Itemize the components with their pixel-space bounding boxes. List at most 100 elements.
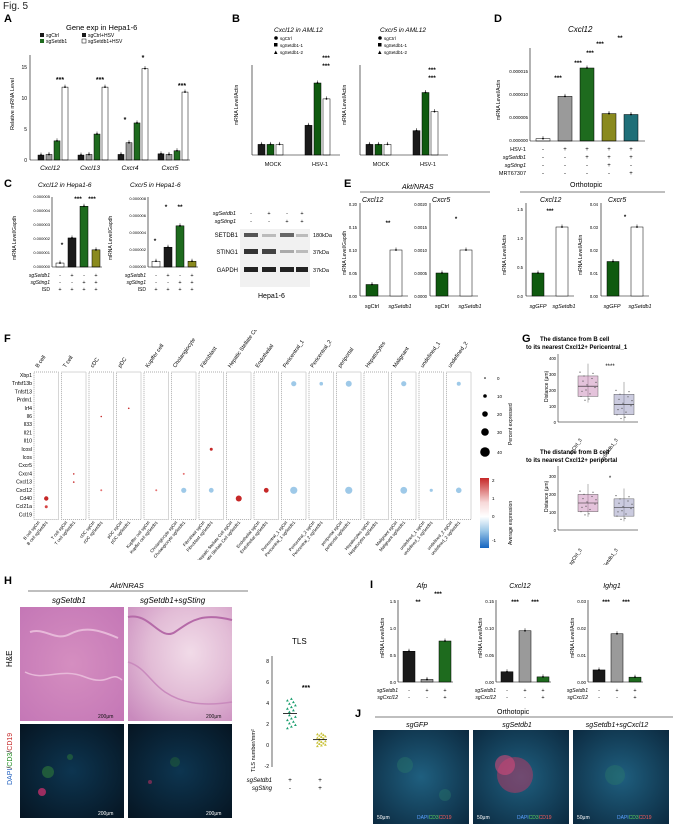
y-axis-label: mRNA Level/Actin	[380, 617, 386, 658]
expression-dot	[263, 487, 269, 493]
y-tick: -2	[265, 764, 270, 770]
legend-label: 20	[497, 412, 503, 417]
panel-j: J Orthotopic sgGFP sgSetdb1 sgSetdb1+sgC…	[355, 708, 673, 824]
significance-label: ***	[322, 63, 330, 70]
panel-f: F B cell T cell cDC pDC Kupffer cell Cholangi…	[4, 330, 514, 560]
y-tick: 0.000000	[33, 264, 50, 269]
y-axis-label: mRNA Level/Actin	[570, 617, 576, 658]
data-point	[191, 260, 193, 263]
cell-type-label: periportal	[337, 347, 355, 369]
data-point	[627, 500, 629, 502]
legend-label: sgSetdb1-2	[280, 50, 304, 55]
significance-label: ***	[428, 67, 436, 74]
condition-mark: -	[564, 163, 566, 169]
bar	[435, 272, 449, 297]
y-tick: 0.5	[390, 653, 397, 658]
panel-letter: G	[522, 333, 531, 345]
bar	[623, 114, 639, 142]
panel-d: D Cxcl12 mRNA Level/Actin 0.000000 0.000…	[494, 13, 645, 177]
significance-label: ***	[586, 50, 594, 57]
band-label: STING1	[216, 250, 238, 256]
data-point	[424, 91, 427, 94]
y-tick: 0.05	[349, 271, 358, 276]
stain-cd19: CD19	[539, 815, 552, 821]
y-tick: 0.0010	[414, 248, 427, 253]
group-label: Orthotopic	[570, 182, 603, 189]
bar	[606, 261, 620, 297]
legend-label: sgCtrl	[280, 36, 292, 41]
gene-label: Tnfsf13	[15, 389, 32, 395]
data-point	[167, 246, 169, 249]
chart-title: Cxcr5 in AML12	[380, 27, 426, 34]
color-legend-bar	[480, 478, 489, 548]
panel-b: B Cxcl12 in AML12 Cxcr5 in AML12 sgCtrl …	[232, 13, 448, 168]
data-point	[581, 506, 583, 508]
expression-dot	[345, 486, 353, 494]
band-size: 37kDa	[313, 268, 330, 274]
significance-label: ***	[596, 41, 604, 48]
expression-dot	[44, 496, 49, 501]
significance-label: ***	[88, 196, 96, 203]
bar	[630, 226, 644, 297]
data-point	[324, 739, 327, 743]
data-point	[524, 629, 526, 632]
data-point	[179, 224, 181, 227]
condition-mark: +	[166, 273, 169, 279]
data-point	[278, 143, 281, 146]
y-tick: 0.02	[577, 626, 586, 631]
he-image-sgsetdb1-sgsting	[128, 607, 232, 721]
significance-label: ***	[74, 196, 82, 203]
data-point	[589, 508, 591, 511]
y-tick: 1.0	[517, 236, 523, 241]
column-label: sgSetdb1+sgCxcl12	[586, 722, 649, 729]
y-tick: 0.02	[590, 248, 599, 253]
gene-label: Ccl21a	[16, 504, 32, 510]
y-tick: 300	[549, 474, 557, 479]
gene-label: Cd40	[20, 496, 33, 502]
data-point	[288, 702, 291, 705]
expression-dot	[72, 481, 75, 483]
gene-label: Il6	[27, 414, 33, 420]
expression-dot	[127, 407, 130, 410]
bar	[531, 272, 545, 297]
data-point	[56, 139, 58, 142]
data-point	[636, 226, 638, 228]
data-point	[292, 708, 295, 712]
data-point	[628, 496, 630, 498]
x-tick: sgSetdb1	[628, 304, 651, 310]
data-point	[415, 129, 418, 132]
chart-title: Cxcl12	[509, 583, 531, 590]
y-axis-label: mRNA Level/Actin	[578, 234, 584, 275]
expression-dot	[291, 381, 297, 387]
data-point	[586, 384, 588, 386]
data-point	[316, 82, 319, 84]
cell-type-label: Malignant	[392, 346, 411, 369]
chart-title: TLS	[292, 637, 307, 646]
y-tick: 0.000002	[129, 247, 146, 252]
cell-type-box	[336, 371, 362, 520]
scale-bar-label: 200μm	[98, 714, 113, 720]
column-label: sgSetdb1+sgSting	[140, 596, 206, 605]
condition-mark: -	[286, 211, 288, 217]
data-point	[630, 113, 632, 116]
data-point	[371, 283, 373, 286]
data-point	[128, 141, 130, 144]
row-label: sgSting1	[215, 219, 236, 225]
y-tick: 0.00	[577, 680, 586, 685]
scale-bar-label: 50μm	[377, 815, 390, 821]
bar	[91, 249, 101, 268]
significance-label: ***	[574, 60, 582, 67]
condition-mark: -	[179, 273, 181, 279]
condition-mark: +	[190, 280, 193, 286]
row-label: DAPI/CD3/CD19	[7, 733, 14, 785]
expression-dot	[182, 472, 185, 475]
chart-title-line: The distance from B cell	[540, 450, 610, 456]
if-image-sgsetdb1	[20, 724, 124, 818]
data-point	[617, 408, 619, 411]
expression-dot	[44, 505, 48, 509]
if-image-sgsetdb1-sgsting	[128, 724, 232, 818]
bar	[557, 96, 573, 142]
x-tick: sgSetdb1	[458, 304, 481, 310]
legend-label: sgSetdb1+HSV	[88, 39, 123, 45]
condition-mark: -	[586, 171, 588, 177]
